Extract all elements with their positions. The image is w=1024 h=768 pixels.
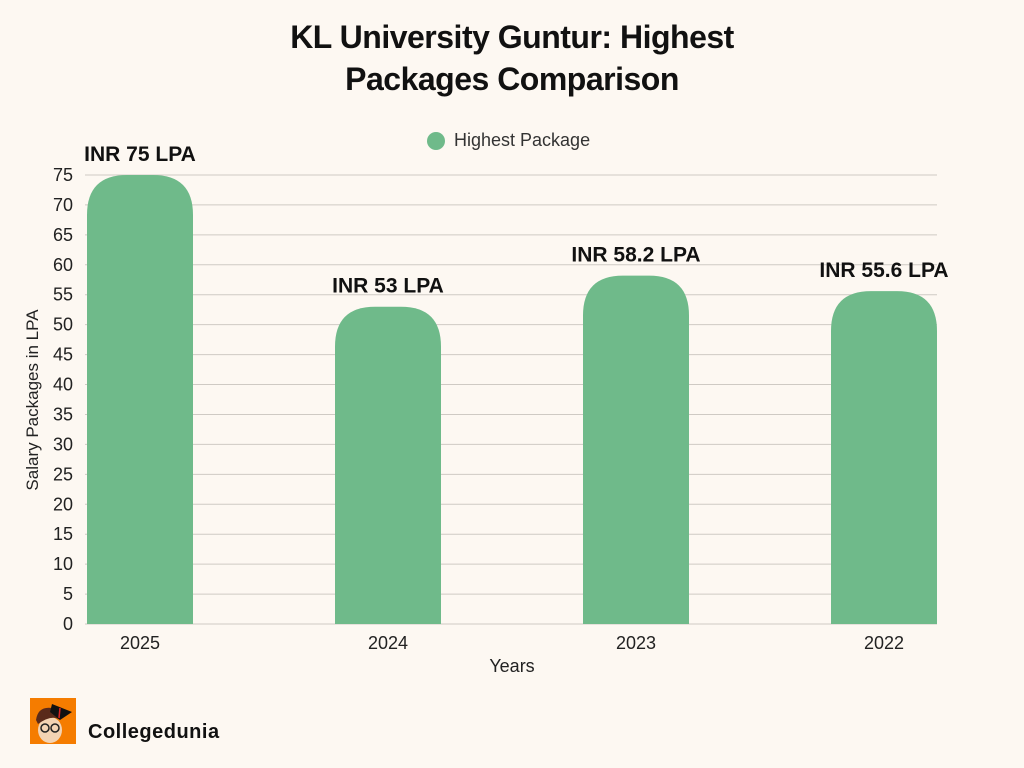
data-label: INR 75 LPA: [84, 143, 196, 166]
bar-2024: [335, 306, 441, 624]
y-axis-label: Salary Packages in LPA: [23, 309, 42, 491]
x-tick-label: 2025: [120, 633, 160, 653]
y-tick-label: 50: [53, 315, 73, 335]
y-tick-label: 35: [53, 404, 73, 424]
data-label: INR 53 LPA: [332, 275, 444, 298]
legend-swatch: [427, 131, 445, 150]
y-tick-label: 60: [53, 255, 73, 275]
y-tick-label: 5: [63, 584, 73, 604]
y-tick-label: 55: [53, 285, 73, 305]
y-tick-label: 0: [63, 614, 73, 634]
chart-title: KL University Guntur: Highest Packages C…: [0, 16, 1024, 100]
chart-title-line-2: Packages Comparison: [345, 61, 679, 97]
y-tick-label: 25: [53, 464, 73, 484]
y-tick-label: 70: [53, 195, 73, 215]
chart-title-line-1: KL University Guntur: Highest: [290, 19, 734, 55]
x-axis-label: Years: [489, 656, 534, 676]
bar-2022: [831, 291, 937, 624]
mascot-icon: [30, 698, 76, 744]
x-tick-label: 2023: [616, 633, 656, 653]
bar-2025: [87, 175, 193, 624]
collegedunia-logo: Collegedunia: [30, 698, 220, 744]
y-tick-label: 10: [53, 554, 73, 574]
data-label: INR 55.6 LPA: [819, 259, 948, 282]
legend-label: Highest Package: [454, 130, 591, 150]
brand-name: Collegedunia: [88, 720, 220, 743]
y-tick-label: 75: [53, 165, 73, 185]
y-tick-label: 65: [53, 225, 73, 245]
legend: Highest Package: [427, 130, 590, 151]
x-tick-label: 2022: [864, 633, 904, 653]
bar-2023: [583, 275, 689, 624]
y-tick-label: 45: [53, 345, 73, 365]
y-tick-label: 20: [53, 494, 73, 514]
x-tick-label: 2024: [368, 633, 408, 653]
data-label: INR 58.2 LPA: [571, 244, 700, 267]
y-tick-label: 40: [53, 375, 73, 395]
y-tick-label: 30: [53, 434, 73, 454]
y-tick-label: 15: [53, 524, 73, 544]
